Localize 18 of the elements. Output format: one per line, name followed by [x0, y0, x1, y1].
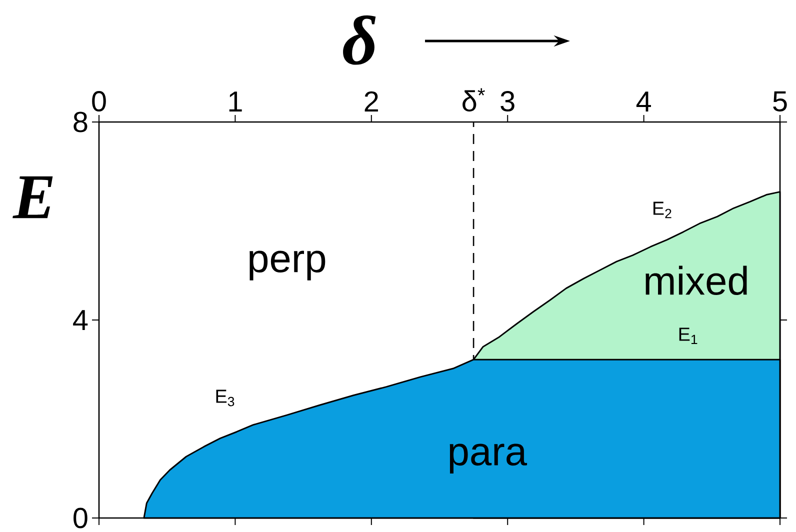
y-axis-title: E: [12, 176, 53, 218]
x-axis-title: δ: [343, 15, 376, 65]
x-tick-label: 2: [364, 91, 378, 112]
series-label: para: [450, 444, 528, 474]
x-tick-label: 1: [229, 92, 242, 112]
annotation: E$_{3}$: [216, 390, 234, 406]
y-tick-label: 8: [74, 112, 88, 132]
x-tick-label: 4: [636, 92, 651, 112]
y-tick-label: 0: [74, 508, 88, 528]
annotation: E$_{1}$: [679, 328, 698, 344]
x-tick-label: 3: [500, 91, 514, 112]
x-tick-label: 5: [773, 91, 787, 112]
annotation: E$_{2}$: [653, 202, 672, 218]
ref-line-label: δ$^{*}$: [462, 88, 485, 112]
x-tick-label: 0: [92, 91, 106, 112]
series-label: mixed: [646, 266, 747, 296]
annotation: perp: [250, 250, 326, 280]
y-tick-label: 4: [73, 310, 88, 330]
